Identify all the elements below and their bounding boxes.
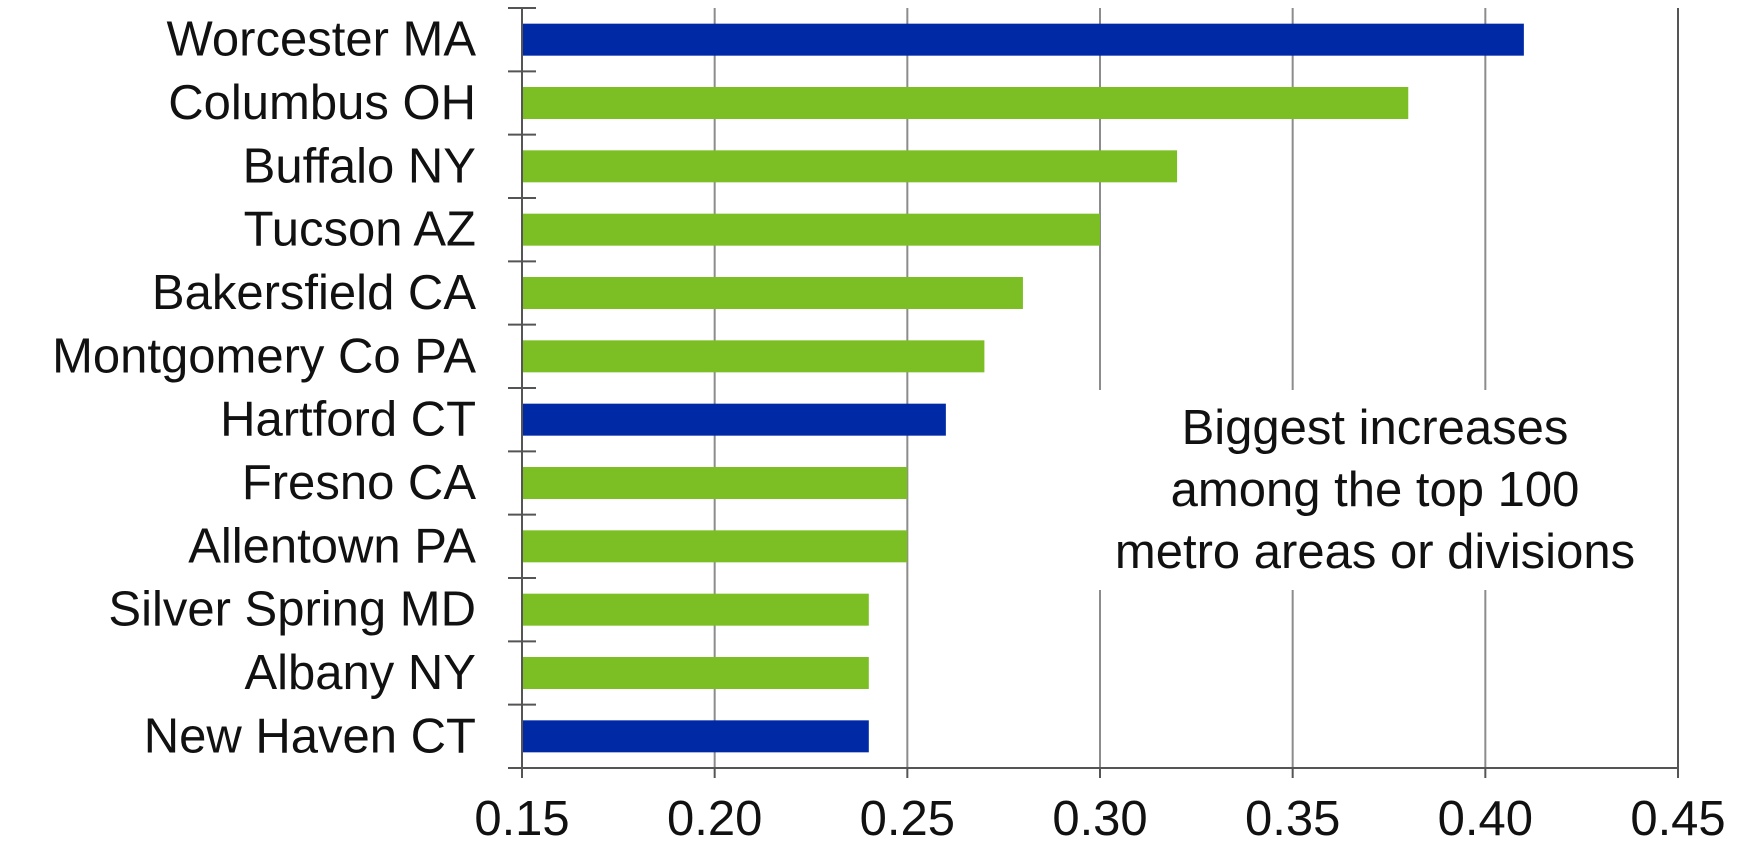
bar — [522, 150, 1178, 183]
x-tick-label: 0.35 — [1245, 792, 1340, 846]
bar — [522, 593, 869, 626]
category-labels: Worcester MA Columbus OH Buffalo NY Tucson … — [52, 13, 476, 764]
gridlines — [713, 8, 1487, 768]
bar — [522, 87, 1409, 119]
category-label: Fresno CA — [242, 456, 477, 510]
category-label: Bakersfield CA — [152, 266, 476, 320]
bar — [522, 277, 1023, 309]
bars — [522, 23, 1524, 753]
x-tick-label: 0.20 — [667, 792, 762, 846]
category-label: Albany NY — [244, 646, 476, 700]
category-label: Allentown PA — [188, 519, 476, 573]
x-tick-label: 0.30 — [1052, 792, 1147, 846]
chart-annotation: Biggest increases among the top 100 metr… — [1085, 390, 1665, 590]
bar — [522, 213, 1100, 246]
category-label: Tucson AZ — [244, 203, 476, 257]
category-label: Hartford CT — [220, 393, 476, 447]
bar — [522, 720, 869, 753]
category-label: Montgomery Co PA — [52, 329, 476, 383]
category-label: Buffalo NY — [243, 139, 476, 193]
x-tick-label: 0.25 — [860, 792, 955, 846]
category-label: New Haven CT — [144, 709, 476, 763]
x-tick-label: 0.15 — [474, 792, 569, 846]
x-tick-labels: 0.15 0.20 0.25 0.30 0.35 0.40 0.45 — [474, 792, 1725, 846]
annotation-line-3: metro areas or divisions — [1114, 525, 1636, 579]
x-tick-label: 0.40 — [1438, 792, 1533, 846]
bar — [522, 467, 908, 499]
bar — [522, 403, 946, 436]
bar — [522, 530, 908, 563]
x-tick-label: 0.45 — [1630, 792, 1725, 846]
category-label: Silver Spring MD — [108, 583, 476, 637]
axes — [508, 7, 1679, 778]
annotation-line-2: among the top 100 — [1170, 463, 1580, 517]
annotation-line-1: Biggest increases — [1181, 401, 1569, 455]
bar — [522, 23, 1524, 56]
category-label: Worcester MA — [167, 13, 477, 67]
bar — [522, 340, 985, 373]
bar — [522, 657, 869, 689]
category-label: Columbus OH — [168, 76, 476, 130]
